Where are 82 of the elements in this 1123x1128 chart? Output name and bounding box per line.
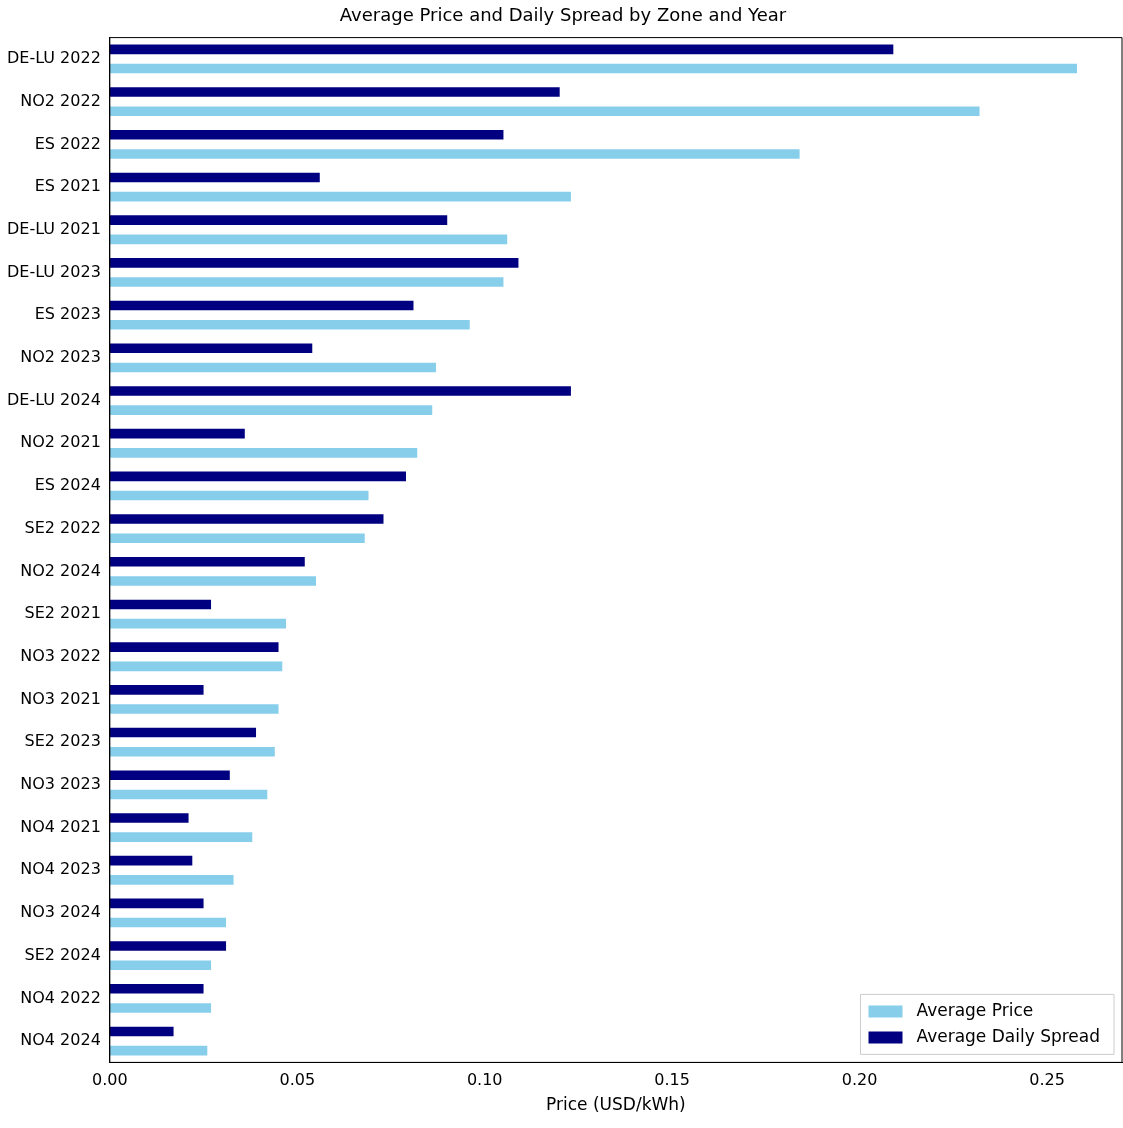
bar bbox=[109, 63, 1078, 74]
y-tick-label: NO2 2022 bbox=[20, 90, 101, 110]
bar bbox=[109, 898, 204, 909]
bar bbox=[109, 746, 275, 757]
bar bbox=[109, 813, 189, 823]
y-tick-label: NO4 2021 bbox=[20, 816, 101, 836]
x-tick-label: 0.25 bbox=[1029, 1070, 1065, 1090]
bar bbox=[109, 599, 212, 610]
bar bbox=[109, 514, 384, 524]
bar bbox=[109, 576, 317, 586]
y-tick-label: DE-LU 2023 bbox=[6, 261, 101, 281]
bar bbox=[109, 362, 436, 373]
x-tick-label: 0.05 bbox=[279, 1070, 316, 1090]
bar bbox=[109, 642, 279, 652]
x-axis-title: Price (USD/kWh) bbox=[546, 1094, 686, 1115]
bar bbox=[109, 300, 414, 311]
y-tick-label: NO2 2023 bbox=[20, 347, 101, 367]
y-tick-label: NO4 2022 bbox=[20, 987, 101, 1007]
bar bbox=[109, 832, 253, 842]
y-tick-label: SE2 2022 bbox=[24, 517, 101, 537]
bar bbox=[109, 191, 571, 202]
bar bbox=[109, 405, 433, 415]
legend-label: Average Price bbox=[916, 999, 1034, 1020]
bar bbox=[109, 618, 287, 629]
bar bbox=[109, 490, 369, 501]
x-tick-label: 0.10 bbox=[466, 1070, 503, 1090]
y-tick-label: NO3 2022 bbox=[20, 645, 101, 665]
y-tick-label: NO4 2024 bbox=[20, 1030, 101, 1050]
bar bbox=[109, 87, 560, 97]
bar bbox=[109, 727, 257, 738]
bar bbox=[109, 1045, 208, 1056]
bar bbox=[109, 855, 193, 866]
bar bbox=[109, 319, 470, 330]
bar bbox=[109, 277, 504, 287]
y-tick-label: SE2 2024 bbox=[24, 944, 101, 964]
bar bbox=[109, 129, 504, 140]
y-tick-label: SE2 2023 bbox=[24, 731, 101, 751]
bar bbox=[109, 234, 508, 245]
bar bbox=[109, 983, 204, 994]
y-tick-label: NO2 2024 bbox=[20, 560, 101, 580]
y-tick-label: DE-LU 2022 bbox=[6, 48, 101, 68]
y-tick-label: NO4 2023 bbox=[20, 859, 101, 879]
chart-title: Average Price and Daily Spread by Zone and Year bbox=[339, 4, 787, 26]
y-tick-label: ES 2024 bbox=[34, 475, 101, 495]
y-tick-label: ES 2023 bbox=[34, 304, 101, 324]
bar bbox=[109, 917, 227, 928]
bar bbox=[109, 661, 283, 672]
y-tick-label: NO2 2021 bbox=[20, 432, 101, 452]
bar bbox=[109, 556, 305, 567]
bar bbox=[109, 1003, 212, 1013]
bar bbox=[109, 533, 365, 544]
y-tick-label: ES 2022 bbox=[34, 133, 101, 153]
bar bbox=[109, 471, 406, 482]
x-tick-label: 0.20 bbox=[841, 1070, 878, 1090]
y-tick-label: SE2 2021 bbox=[24, 603, 101, 623]
bar bbox=[109, 875, 234, 885]
x-tick-label: 0.00 bbox=[92, 1070, 128, 1090]
bar bbox=[109, 172, 320, 183]
bar bbox=[109, 106, 980, 117]
bar bbox=[109, 428, 245, 439]
y-tick-label: NO3 2021 bbox=[20, 688, 101, 708]
bar bbox=[109, 1026, 174, 1037]
y-tick-label: DE-LU 2024 bbox=[6, 389, 101, 409]
bar bbox=[109, 685, 204, 695]
x-tick-label: 0.15 bbox=[654, 1070, 690, 1090]
legend-label: Average Daily Spread bbox=[916, 1025, 1100, 1046]
bar bbox=[109, 960, 212, 971]
bar bbox=[109, 44, 894, 55]
bar bbox=[109, 386, 571, 396]
bar bbox=[109, 704, 279, 714]
bar bbox=[109, 149, 800, 159]
bar bbox=[109, 789, 268, 800]
bar bbox=[109, 448, 418, 458]
bar bbox=[109, 941, 227, 951]
bar bbox=[109, 215, 448, 225]
bar bbox=[109, 770, 230, 781]
bar bbox=[109, 343, 313, 354]
y-tick-label: DE-LU 2021 bbox=[6, 218, 101, 238]
y-tick-label: NO3 2023 bbox=[20, 774, 101, 794]
bar bbox=[109, 258, 519, 268]
y-tick-label: NO3 2024 bbox=[20, 902, 101, 922]
y-tick-label: ES 2021 bbox=[34, 176, 101, 196]
